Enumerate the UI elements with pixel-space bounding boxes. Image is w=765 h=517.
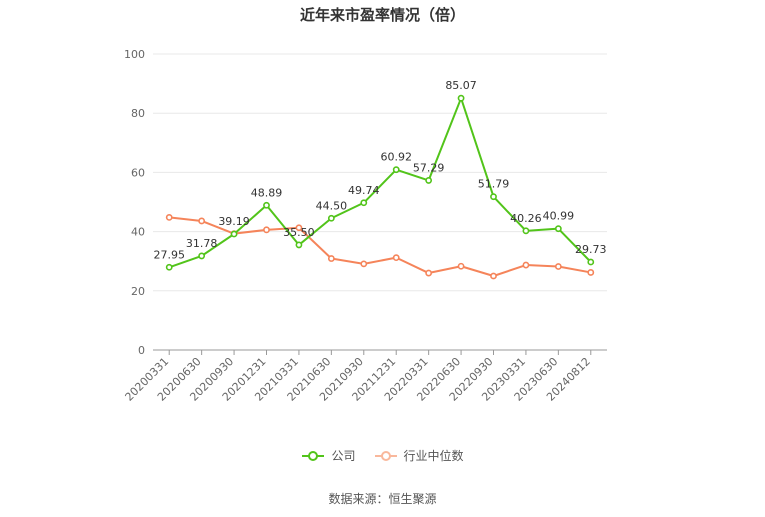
data-label: 51.79	[478, 178, 510, 191]
point-industry-median	[490, 272, 497, 280]
series-line-industry-median	[169, 216, 591, 277]
gridlines	[153, 53, 607, 292]
point-company	[165, 263, 173, 271]
x-axis: 2020033120200630202009302020123120210331…	[123, 349, 607, 404]
point-company	[490, 193, 497, 201]
data-label: 57.29	[413, 161, 445, 174]
y-tick-label: 100	[124, 48, 145, 61]
point-company	[198, 252, 206, 260]
point-industry-median	[392, 254, 400, 262]
data-label: 40.26	[510, 212, 542, 225]
point-company	[587, 258, 595, 266]
point-industry-median	[263, 226, 270, 234]
chart-title: 近年来市盈率情况（倍）	[299, 6, 465, 24]
point-company	[457, 94, 465, 102]
data-label: 27.95	[153, 248, 185, 261]
legend-label-industry-median: 行业中位数	[403, 449, 464, 463]
point-industry-median	[327, 255, 335, 262]
data-label: 44.50	[316, 199, 348, 212]
point-industry-median	[457, 262, 465, 270]
data-label: 29.73	[575, 243, 607, 256]
legend-item-company[interactable]: 公司	[301, 447, 356, 464]
data-label: 49.74	[348, 184, 380, 197]
point-company	[522, 227, 530, 235]
point-company	[230, 230, 238, 238]
data-label: 48.89	[251, 186, 283, 199]
y-tick-label: 40	[131, 226, 145, 239]
legend-marker-industry-median	[374, 450, 397, 461]
point-industry-median	[360, 260, 368, 268]
point-industry-median	[198, 217, 206, 225]
legend-item-industry-median[interactable]: 行业中位数	[374, 447, 464, 464]
legend-marker-company	[302, 450, 325, 461]
series-line-company	[168, 97, 592, 269]
point-company	[360, 199, 368, 207]
source-note: 数据来源：恒生聚源	[328, 492, 437, 506]
series-layer	[165, 94, 595, 280]
point-industry-median	[522, 261, 530, 269]
y-tick-label: 80	[131, 107, 145, 120]
legend: 公司 行业中位数	[0, 447, 765, 464]
point-industry-median	[295, 224, 303, 232]
point-company	[554, 225, 562, 233]
data-label: 85.07	[445, 79, 477, 92]
point-industry-median	[554, 263, 562, 270]
point-company	[392, 166, 400, 174]
point-company	[327, 214, 335, 222]
y-tick-label: 20	[131, 285, 145, 298]
y-tick-label: 60	[131, 166, 145, 179]
data-label: 40.99	[543, 210, 575, 223]
point-industry-median	[587, 269, 595, 276]
data-label: 31.78	[186, 237, 218, 250]
data-label: 60.92	[380, 151, 412, 164]
point-industry-median	[165, 213, 173, 221]
point-company	[295, 241, 303, 249]
point-company	[263, 201, 270, 209]
data-label: 35.50	[283, 226, 315, 239]
y-tick-label: 0	[138, 344, 145, 357]
legend-label-company: 公司	[331, 449, 356, 463]
data-label: 39.19	[218, 215, 250, 228]
point-industry-median	[425, 269, 433, 277]
point-company	[425, 177, 433, 184]
y-axis: 0 20 40 60 80 100	[124, 48, 145, 357]
